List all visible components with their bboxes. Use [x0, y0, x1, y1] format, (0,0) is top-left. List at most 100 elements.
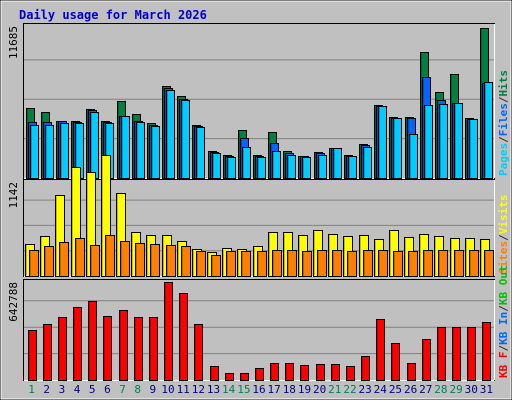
legend-separator: /: [497, 96, 510, 103]
chart-title: Daily usage for March 2026: [19, 8, 207, 22]
bar-sites-day-28: [438, 250, 448, 277]
bar-pages-day-17: [272, 151, 281, 179]
bar-sites-day-23: [363, 250, 373, 277]
bar-kb-f-day-7: [119, 310, 128, 381]
bar-pages-day-20: [318, 155, 327, 179]
bar-kb-f-day-6: [103, 316, 112, 381]
bar-sites-day-20: [317, 250, 327, 277]
bar-pages-day-9: [151, 126, 160, 179]
bar-kb-f-day-11: [179, 293, 188, 381]
bar-pages-day-2: [45, 125, 54, 179]
bar-pages-day-3: [60, 123, 69, 179]
x-tick-label-day-16: 16: [252, 383, 265, 396]
bar-pages-day-25: [393, 118, 402, 179]
x-tick-label-day-25: 25: [389, 383, 402, 396]
bar-pages-day-19: [302, 157, 311, 179]
bar-pages-day-21: [333, 148, 342, 179]
bar-kb-f-day-15: [240, 373, 249, 381]
bar-kb-f-day-10: [164, 282, 173, 381]
bar-sites-day-21: [332, 250, 342, 277]
bar-sites-day-12: [196, 251, 206, 277]
bar-pages-day-15: [242, 147, 251, 179]
bar-pages-day-24: [378, 106, 387, 179]
x-tick-label-day-23: 23: [359, 383, 372, 396]
x-tick-label-day-21: 21: [328, 383, 341, 396]
bar-kb-f-day-9: [149, 317, 158, 381]
bar-pages-day-28: [439, 104, 448, 179]
bar-kb-f-day-3: [58, 317, 67, 381]
bar-sites-day-26: [408, 251, 418, 277]
y-max-label: 1142: [7, 182, 20, 209]
bar-sites-day-11: [181, 246, 191, 277]
bar-kb-f-day-17: [270, 363, 279, 381]
x-tick-label-day-15: 15: [237, 383, 250, 396]
x-tick-label-day-18: 18: [283, 383, 296, 396]
bar-sites-day-24: [378, 250, 388, 277]
bar-kb-f-day-4: [73, 307, 82, 381]
legend-separator: /: [497, 136, 510, 143]
bar-kb-f-day-25: [391, 343, 400, 381]
x-tick-label-day-5: 5: [89, 383, 96, 396]
y-max-label: 642788: [7, 282, 20, 322]
x-tick-label-day-6: 6: [104, 383, 111, 396]
bar-kb-f-day-29: [452, 327, 461, 381]
x-tick-label-day-2: 2: [43, 383, 50, 396]
bar-sites-day-5: [90, 245, 100, 277]
bar-pages-day-14: [227, 157, 236, 179]
bar-sites-day-19: [302, 251, 312, 277]
bar-kb-f-day-19: [300, 365, 309, 381]
x-tick-label-day-12: 12: [192, 383, 205, 396]
x-tick-label-day-10: 10: [161, 383, 174, 396]
bar-kb-f-day-23: [361, 356, 370, 381]
x-tick-label-day-7: 7: [119, 383, 126, 396]
bar-kb-f-day-27: [422, 339, 431, 381]
x-axis-labels: 1 2 3 4 5 6 7 8 9 10 11 12 13 14 15 16 17 18 19 20 21 22 23 24 2…: [28, 383, 493, 396]
bar-sites-day-10: [166, 245, 176, 277]
legend-separator: /: [497, 234, 510, 241]
bar-pages-day-26: [409, 134, 418, 179]
bar-sites-day-25: [393, 251, 403, 277]
bar-pages-day-8: [136, 122, 145, 179]
legend-entry: KB Out: [497, 265, 510, 305]
x-tick-label-day-14: 14: [222, 383, 236, 396]
bar-pages-day-11: [181, 100, 190, 179]
bar-sites-day-4: [75, 238, 85, 277]
bar-kb-f-day-8: [134, 317, 143, 381]
bar-sites-day-6: [105, 235, 115, 277]
bar-kb-f-day-24: [376, 319, 385, 381]
bar-kb-f-day-2: [43, 324, 52, 381]
bar-pages-day-23: [363, 147, 372, 179]
bar-sites-day-1: [29, 250, 39, 277]
x-tick-label-day-30: 30: [465, 383, 478, 396]
bar-pages-day-16: [257, 157, 266, 179]
x-tick-label-day-29: 29: [449, 383, 462, 396]
bar-sites-day-31: [484, 250, 494, 277]
x-tick-label-day-31: 31: [480, 383, 493, 396]
bar-sites-day-22: [347, 251, 357, 277]
bar-kb-f-day-14: [225, 373, 234, 381]
y-max-label: 11685: [7, 26, 20, 59]
bar-pages-day-31: [484, 82, 493, 179]
bar-pages-day-30: [469, 119, 478, 179]
bar-sites-day-14: [226, 251, 236, 277]
legend-entry: Files: [497, 103, 510, 136]
bar-sites-day-7: [120, 241, 130, 277]
x-tick-label-day-17: 17: [268, 383, 281, 396]
panel-hits-files-pages: 11685 Pages/Files/Hits: [7, 23, 510, 179]
x-tick-label-day-1: 1: [28, 383, 35, 396]
legend: Pages/Files/Hits: [497, 70, 510, 176]
x-tick-label-day-8: 8: [134, 383, 141, 396]
bar-kb-f-day-22: [346, 366, 355, 381]
bar-sites-day-3: [59, 242, 69, 277]
bar-kb-f-day-16: [255, 368, 264, 381]
bar-sites-day-27: [423, 250, 433, 277]
x-tick-label-day-28: 28: [434, 383, 447, 396]
x-tick-label-day-20: 20: [313, 383, 326, 396]
bar-pages-day-12: [196, 127, 205, 179]
legend: Sites/Visits: [497, 195, 510, 275]
bar-sites-day-29: [454, 250, 464, 277]
